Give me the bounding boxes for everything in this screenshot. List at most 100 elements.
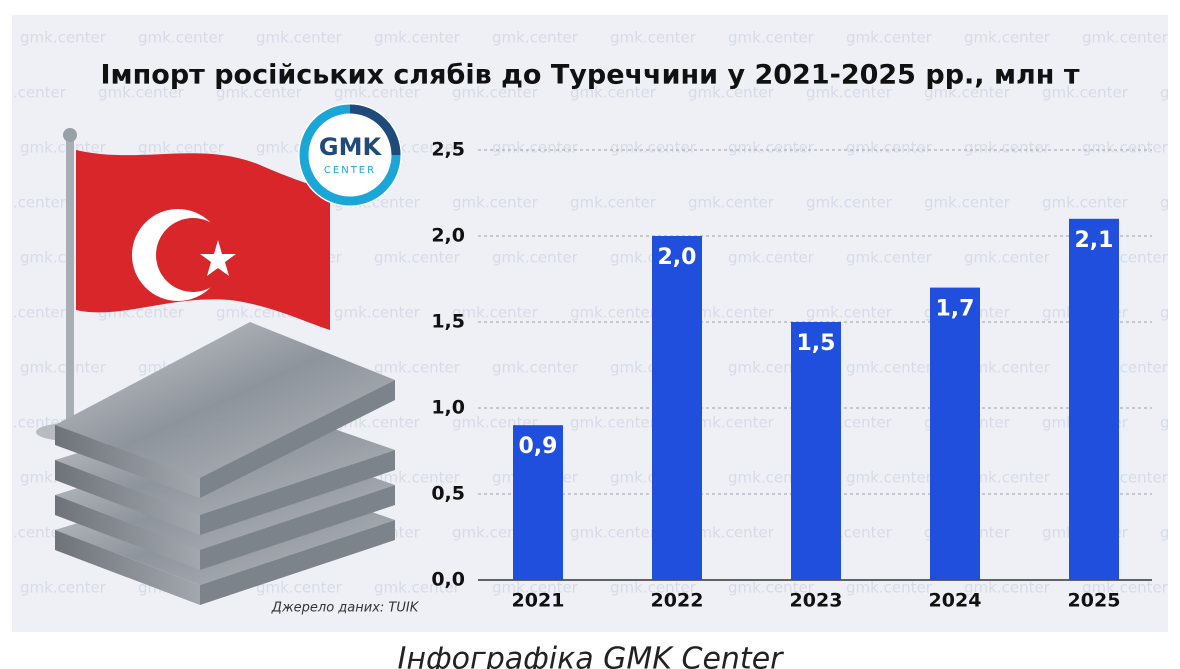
watermark: gmk.center <box>846 469 933 487</box>
watermark: gmk.center <box>1160 414 1180 432</box>
bar <box>1069 218 1119 581</box>
x-tick-label: 2023 <box>790 590 843 612</box>
watermark: gmk.center <box>688 84 775 102</box>
watermark: gmk.center <box>138 29 225 47</box>
y-tick-label: 0,0 <box>431 569 465 591</box>
watermark: gmk.center <box>1042 194 1129 212</box>
watermark: gmk.center <box>216 84 303 102</box>
value-label: 1,5 <box>797 331 836 356</box>
watermark: gmk.center <box>610 29 697 47</box>
watermark: gmk.center <box>688 414 775 432</box>
watermark: gmk.center <box>846 579 933 597</box>
bar <box>513 425 563 580</box>
value-label: 0,9 <box>519 434 558 459</box>
source: Джерело даних: TUIK <box>271 601 420 616</box>
watermark: gmk.center <box>1160 194 1180 212</box>
x-tick-label: 2025 <box>1068 590 1121 612</box>
watermark: gmk.center <box>1042 84 1129 102</box>
watermark: gmk.center <box>846 249 933 267</box>
bar <box>930 287 980 580</box>
watermark: gmk.center <box>492 249 579 267</box>
watermark: gmk.center <box>1160 304 1180 322</box>
watermark: gmk.center <box>374 579 461 597</box>
watermark: gmk.center <box>374 359 461 377</box>
watermark: gmk.center <box>20 579 107 597</box>
x-tick-label: 2021 <box>512 590 565 612</box>
watermark: gmk.center <box>334 304 421 322</box>
chart-title: Імпорт російських слябів до Туреччини у … <box>101 60 1080 91</box>
watermark: gmk.center <box>492 29 579 47</box>
watermark: gmk.center <box>0 194 67 212</box>
watermark: gmk.center <box>374 469 461 487</box>
watermark: gmk.center <box>452 194 539 212</box>
watermark: gmk.center <box>570 414 657 432</box>
watermark: gmk.center <box>924 194 1011 212</box>
y-tick-label: 0,5 <box>431 483 465 505</box>
watermark: gmk.center <box>806 194 893 212</box>
watermark: gmk.center <box>20 359 107 377</box>
watermark: gmk.center <box>256 29 343 47</box>
bar <box>652 236 702 580</box>
watermark: gmk.center <box>98 84 185 102</box>
watermark: gmk.center <box>570 304 657 322</box>
watermark: gmk.center <box>846 139 933 157</box>
watermark: gmk.center <box>610 579 697 597</box>
watermark: gmk.center <box>1160 84 1180 102</box>
watermark: gmk.center <box>964 469 1051 487</box>
watermark: gmk.center <box>806 84 893 102</box>
watermark: gmk.center <box>452 84 539 102</box>
watermark: gmk.center <box>334 84 421 102</box>
bar <box>791 322 841 580</box>
watermark: gmk.center <box>728 29 815 47</box>
watermark: gmk.center <box>492 139 579 157</box>
value-label: 2,0 <box>658 245 697 270</box>
watermark: gmk.center <box>492 359 579 377</box>
watermark: gmk.center <box>20 29 107 47</box>
watermark: gmk.center <box>846 29 933 47</box>
watermark: gmk.center <box>610 139 697 157</box>
watermark: gmk.center <box>0 84 67 102</box>
watermark: gmk.center <box>964 249 1051 267</box>
watermark: gmk.center <box>688 304 775 322</box>
logo-subtext: CENTER <box>324 165 376 176</box>
watermark: gmk.center <box>374 29 461 47</box>
watermark: gmk.center <box>1082 139 1169 157</box>
caption: Інфографіка GMK Center <box>398 642 785 669</box>
watermark: gmk.center <box>728 139 815 157</box>
logo: GMK CENTER <box>298 103 402 207</box>
watermark: gmk.center <box>806 304 893 322</box>
watermark: gmk.center <box>374 249 461 267</box>
y-tick-label: 2,0 <box>431 225 465 247</box>
y-tick-label: 1,5 <box>431 311 465 333</box>
x-tick-label: 2022 <box>651 590 704 612</box>
watermark: gmk.center <box>138 139 225 157</box>
watermark: gmk.center <box>570 524 657 542</box>
watermark: gmk.center <box>688 524 775 542</box>
watermark: gmk.center <box>964 359 1051 377</box>
watermark: gmk.center <box>0 304 67 322</box>
watermark: gmk.center <box>570 84 657 102</box>
watermark: gmk.center <box>570 194 657 212</box>
watermark: gmk.center <box>492 579 579 597</box>
watermark: gmk.center <box>1082 29 1169 47</box>
value-label: 2,1 <box>1075 228 1114 253</box>
logo-text: GMK <box>319 133 383 161</box>
watermark: gmk.center <box>452 304 539 322</box>
watermark: gmk.center <box>688 194 775 212</box>
watermark: gmk.center <box>256 579 343 597</box>
watermark: gmk.center <box>0 524 67 542</box>
watermark: gmk.center <box>1082 579 1169 597</box>
y-tick-label: 2,5 <box>431 139 465 161</box>
watermark: gmk.center <box>964 139 1051 157</box>
x-tick-label: 2024 <box>929 590 982 612</box>
illustration <box>36 128 395 605</box>
watermark: gmk.center <box>924 84 1011 102</box>
watermark: gmk.center <box>728 579 815 597</box>
watermark: gmk.center <box>1160 524 1180 542</box>
watermark: gmk.center <box>964 579 1051 597</box>
value-label: 1,7 <box>936 297 975 322</box>
y-tick-label: 1,0 <box>431 397 465 419</box>
watermark: gmk.center <box>846 359 933 377</box>
watermark: gmk.center <box>728 249 815 267</box>
